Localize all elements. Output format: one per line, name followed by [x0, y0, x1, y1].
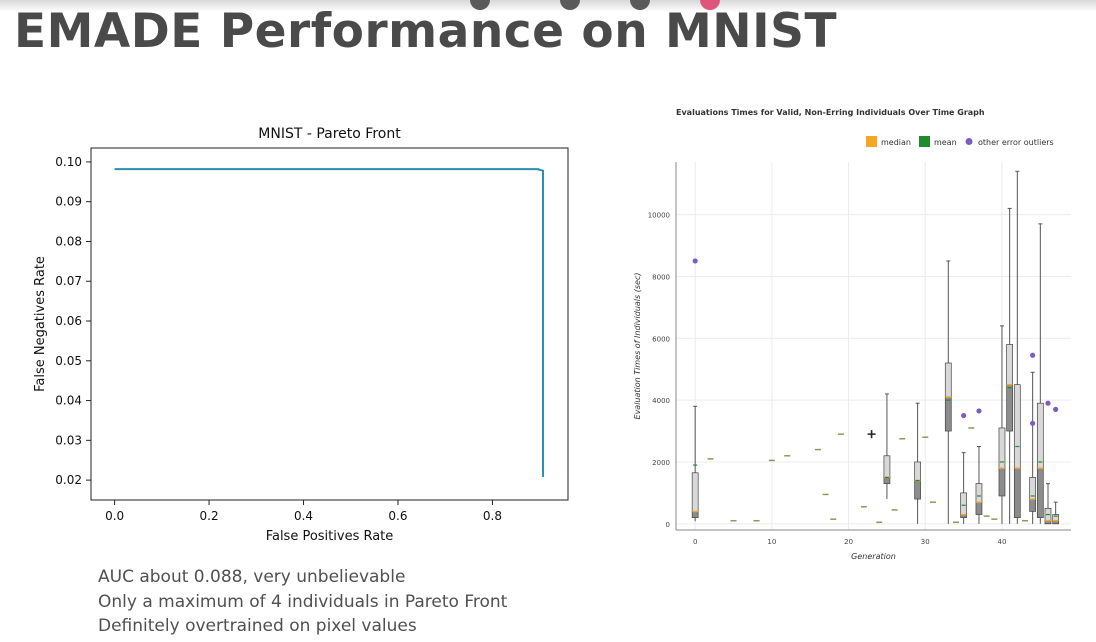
- y-tick-label: 0.03: [55, 433, 82, 447]
- x-tick-label: 30: [921, 538, 930, 546]
- x-axis-label: False Positives Rate: [266, 529, 394, 544]
- x-tick-label: 0: [693, 538, 697, 546]
- y-axis-label: Evaluation Times of Individuals (sec): [633, 273, 642, 420]
- legend-swatch-median: [866, 136, 877, 147]
- bullet-item: Definitely overtrained on pixel values: [98, 616, 417, 636]
- y-axis-label: False Negatives Rate: [33, 256, 48, 392]
- window-dot-2: [560, 0, 580, 10]
- box-lower-half: [944, 396, 952, 432]
- x-tick-label: 10: [767, 538, 776, 546]
- outlier-point: [692, 258, 698, 264]
- box-lower-half: [1036, 467, 1044, 518]
- y-tick-label: 6000: [652, 335, 670, 343]
- x-tick-label: 0.4: [294, 509, 313, 523]
- box-lower-half: [691, 511, 699, 518]
- outlier-point: [961, 412, 967, 419]
- y-tick-label: 0.10: [55, 155, 82, 169]
- x-tick-label: 0.6: [388, 509, 407, 523]
- bullet-list: AUC about 0.088, very unbelievable Only …: [98, 565, 507, 639]
- box-lower-half: [998, 467, 1006, 497]
- box-upper-half: [691, 472, 699, 512]
- box-upper-half: [944, 362, 952, 398]
- y-tick-label: 0.04: [55, 394, 82, 408]
- y-tick-label: 0.05: [55, 354, 82, 368]
- legend-label: median: [881, 138, 911, 147]
- x-tick-label: 40: [998, 538, 1007, 546]
- pareto-series-line: [114, 168, 544, 477]
- box-lower-half: [975, 501, 983, 515]
- x-tick-label: 20: [844, 538, 853, 546]
- y-tick-label: 2000: [652, 459, 670, 467]
- box-upper-half: [914, 461, 921, 481]
- pareto-front-chart: MNIST - Pareto Front 0.0 0.2 0.4 0.6 0.8 0.02 0…: [33, 126, 569, 544]
- y-tick-label: 10000: [648, 212, 670, 220]
- slide-title: EMADE Performance on MNIST: [14, 4, 838, 59]
- y-tick-label: 0.06: [55, 314, 82, 328]
- x-axis-label: Generation: [851, 552, 896, 561]
- box-upper-half: [1013, 384, 1021, 469]
- x-tick-label: 0.8: [483, 509, 502, 523]
- box-upper-half: [1052, 514, 1060, 522]
- legend-swatch-mean: [919, 136, 930, 147]
- legend-swatch-outlier: [965, 138, 973, 145]
- legend-label: mean: [934, 138, 957, 147]
- x-tick-label: 0.2: [200, 509, 219, 523]
- y-tick-label: 0.02: [55, 473, 82, 487]
- box-lower-half: [1029, 498, 1037, 512]
- chart-title: MNIST - Pareto Front: [258, 126, 401, 142]
- crosshair-cursor-icon: [867, 430, 876, 439]
- bullet-item: Only a maximum of 4 individuals in Paret…: [98, 591, 508, 612]
- legend-label: other error outliers: [978, 138, 1054, 147]
- box-lower-half: [1006, 384, 1013, 432]
- box-lower-half: [883, 477, 891, 484]
- bullet-item: AUC about 0.088, very unbelievable: [98, 567, 406, 587]
- chart-title: Evaluations Times for Valid, Non-Erring …: [676, 108, 985, 117]
- outlier-point: [1045, 400, 1051, 406]
- window-dot-4: [700, 0, 720, 10]
- box-lower-half: [1013, 467, 1021, 518]
- evaluation-times-chart: Evaluations Times for Valid, Non-Erring …: [633, 108, 1071, 561]
- outlier-point: [1053, 406, 1059, 412]
- outlier-point: [1030, 352, 1036, 358]
- box-upper-half: [960, 492, 967, 515]
- box-upper-half: [1036, 402, 1044, 469]
- y-tick-label: 0: [666, 521, 670, 529]
- box-upper-half: [975, 483, 983, 503]
- y-tick-label: 4000: [652, 397, 670, 405]
- box-upper-half: [1006, 344, 1013, 386]
- outlier-point: [1030, 420, 1036, 426]
- plot-frame: [90, 147, 569, 501]
- box-upper-half: [883, 455, 891, 478]
- y-tick-label: 0.07: [55, 274, 82, 288]
- box-lower-half: [914, 480, 921, 500]
- slide-top-bar: [0, 0, 1096, 12]
- x-tick-label: 0.0: [105, 509, 124, 523]
- outlier-point: [976, 408, 982, 414]
- window-dot-1: [470, 0, 490, 10]
- y-tick-label: 8000: [652, 273, 670, 281]
- y-tick-label: 0.08: [55, 234, 82, 248]
- window-dot-3: [630, 0, 650, 10]
- y-tick-label: 0.09: [55, 195, 82, 209]
